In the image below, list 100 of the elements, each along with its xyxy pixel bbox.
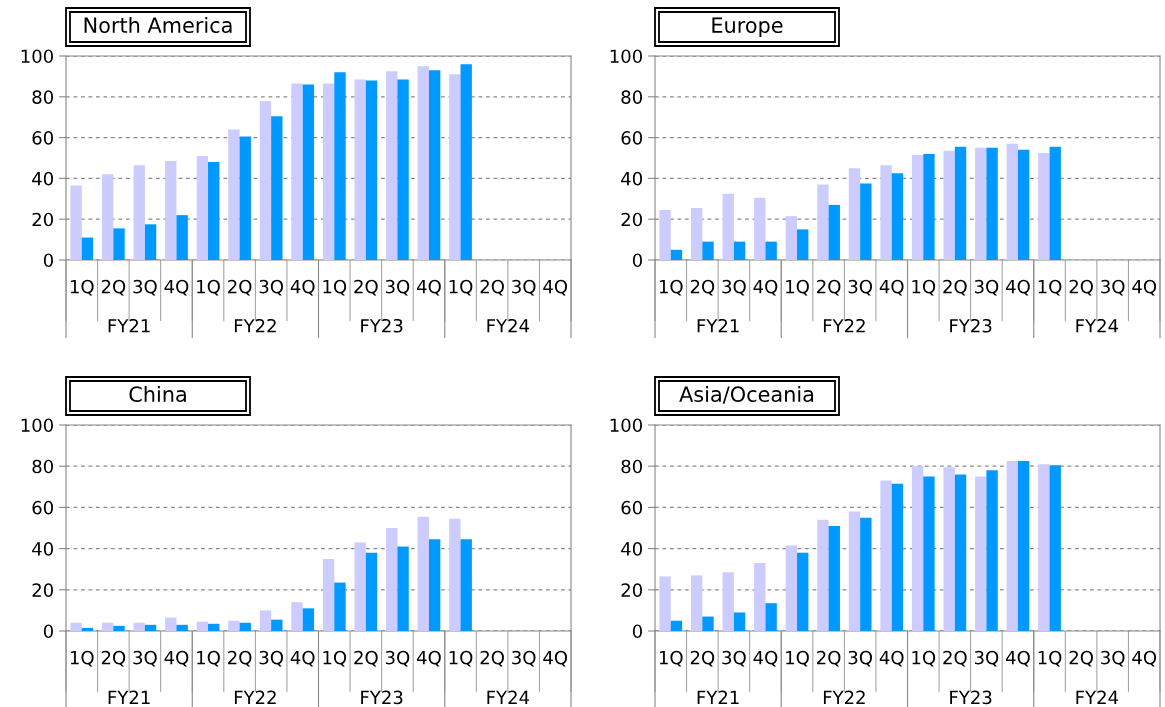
- x-tick-label: 2Q: [817, 279, 841, 296]
- bar: [848, 168, 861, 260]
- bar: [1006, 143, 1018, 260]
- y-tick-label: 100: [21, 49, 53, 64]
- bar: [196, 621, 209, 631]
- x-tick-label: 3Q: [974, 279, 999, 296]
- bar: [690, 207, 703, 260]
- bar: [797, 229, 809, 260]
- y-tick-label: 60: [621, 500, 642, 515]
- bar: [891, 483, 904, 631]
- bar: [365, 552, 378, 631]
- x-tick-label: 1Q: [1038, 279, 1062, 296]
- bar: [228, 129, 240, 260]
- text: FY24: [1076, 318, 1119, 333]
- x-tick-label: 3Q: [512, 650, 536, 667]
- x-tick-label: 1Q: [912, 279, 936, 296]
- chart-title: Asia/Oceania: [679, 385, 814, 404]
- y-tick-label: 40: [32, 542, 53, 556]
- bar: [291, 602, 303, 631]
- bar: [943, 467, 955, 631]
- bar: [943, 150, 955, 260]
- x-tick-label: 1Q: [449, 279, 473, 296]
- bar: [428, 70, 441, 260]
- bar: [291, 83, 303, 260]
- x-tick-label: 2Q: [1069, 650, 1093, 667]
- bar: [785, 545, 798, 631]
- bar: [1017, 461, 1030, 631]
- bar: [880, 480, 892, 631]
- x-tick-label: 4Q: [417, 279, 441, 296]
- y-tick-label: 100: [610, 418, 642, 433]
- x-tick-label: 1Q: [197, 279, 220, 296]
- bar: [848, 511, 861, 631]
- bar: [1049, 465, 1061, 631]
- x-tick-label: 2Q: [943, 650, 967, 667]
- bar: [334, 582, 346, 631]
- x-tick-label: 3Q: [385, 279, 410, 296]
- y-tick-label: 60: [32, 500, 53, 515]
- bar: [828, 525, 840, 631]
- chart-title: China: [129, 385, 186, 403]
- bar: [271, 619, 283, 631]
- bar: [322, 83, 335, 260]
- bar: [954, 474, 967, 631]
- bar: [386, 528, 398, 631]
- x-tick-label: 2Q: [480, 279, 504, 296]
- x-tick-label: 4Q: [1006, 279, 1030, 296]
- x-tick-label: 2Q: [354, 279, 378, 296]
- bar: [81, 237, 94, 260]
- x-tick-label: 1Q: [449, 650, 473, 667]
- bar: [670, 620, 683, 631]
- bar: [397, 546, 409, 631]
- y-tick-label: 100: [610, 49, 642, 64]
- bar: [986, 470, 998, 631]
- bar: [208, 623, 220, 631]
- bar: [733, 241, 746, 260]
- x-tick-label: 1Q: [197, 650, 220, 667]
- y-tick-label: 0: [43, 624, 53, 639]
- y-tick-label: 40: [621, 542, 642, 556]
- bar: [354, 542, 366, 631]
- bar: [860, 183, 872, 260]
- x-tick-label: 3Q: [722, 650, 746, 667]
- y-tick-label: 20: [32, 212, 53, 227]
- x-tick-label: 4Q: [290, 279, 315, 296]
- y-tick-label: 80: [621, 90, 642, 104]
- bar: [460, 539, 472, 631]
- x-tick-label: 3Q: [133, 650, 157, 667]
- bar: [386, 71, 398, 260]
- bar: [113, 228, 125, 260]
- x-tick-label: 1Q: [912, 650, 936, 667]
- bar: [239, 622, 251, 631]
- bar: [302, 608, 315, 631]
- text: FY23: [361, 690, 403, 705]
- bar: [1049, 146, 1061, 260]
- x-tick-label: 1Q: [786, 279, 809, 296]
- x-tick-label: 4Q: [1006, 650, 1030, 667]
- bar: [754, 197, 766, 260]
- x-tick-label: 4Q: [290, 650, 315, 667]
- x-tick-label: 1Q: [659, 650, 683, 667]
- bar: [113, 625, 125, 631]
- bar: [1038, 464, 1050, 631]
- y-tick-label: 60: [621, 131, 642, 145]
- bar: [133, 165, 145, 260]
- bar: [144, 224, 157, 260]
- bar: [259, 610, 272, 631]
- bar: [460, 64, 472, 260]
- bar: [754, 563, 766, 631]
- chart-title: Europe: [712, 17, 783, 38]
- bar: [817, 184, 829, 260]
- bar: [722, 572, 734, 631]
- bar: [208, 162, 220, 260]
- text: FY22: [234, 318, 276, 333]
- text: FY24: [487, 690, 530, 704]
- y-tick-label: 80: [32, 459, 53, 474]
- x-tick-label: 4Q: [753, 650, 778, 667]
- bar: [1006, 461, 1018, 631]
- bar: [911, 466, 924, 631]
- x-tick-label: 1Q: [70, 279, 94, 296]
- text: FY22: [823, 690, 865, 704]
- x-tick-label: 2Q: [101, 650, 126, 667]
- bar: [259, 100, 272, 260]
- bar: [322, 558, 335, 631]
